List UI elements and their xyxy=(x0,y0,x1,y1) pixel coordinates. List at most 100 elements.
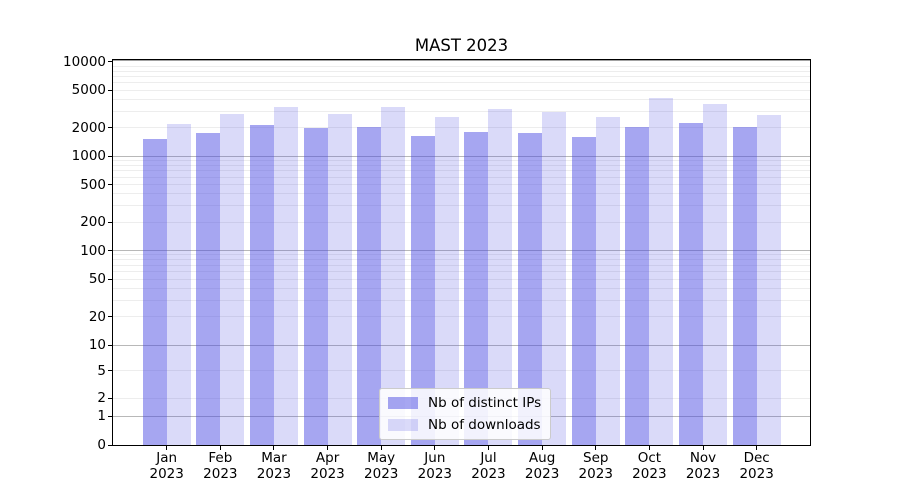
gridline-minor xyxy=(113,160,810,162)
y-tick-mark xyxy=(108,370,112,372)
legend-swatch xyxy=(388,397,418,409)
x-tick-label: Aug 2023 xyxy=(512,450,572,482)
gridline-minor xyxy=(113,60,810,61)
y-tick-mark xyxy=(108,316,112,318)
x-tick-mark xyxy=(166,446,168,450)
bar-distinct-ips xyxy=(196,132,221,445)
x-tick-mark xyxy=(648,446,650,450)
gridline-minor xyxy=(113,205,810,207)
gridline-minor xyxy=(113,259,810,261)
bar-distinct-ips xyxy=(571,136,596,445)
gridline-minor xyxy=(113,99,810,101)
x-tick-year: 2023 xyxy=(310,465,345,482)
gridline-minor xyxy=(113,299,810,301)
x-tick-month: Nov xyxy=(689,450,717,466)
legend-item-distinct-ips: Nb of distinct IPs xyxy=(388,394,541,412)
bar-downloads xyxy=(220,114,245,445)
gridline-minor xyxy=(113,89,810,91)
bar-distinct-ips xyxy=(303,128,328,445)
x-tick-month: Sep xyxy=(583,450,609,466)
legend-label: Nb of downloads xyxy=(428,417,541,433)
bar-downloads xyxy=(166,123,191,445)
x-tick-label: Sep 2023 xyxy=(566,450,626,482)
bar-downloads xyxy=(327,114,352,445)
chart-title: MAST 2023 xyxy=(414,36,509,55)
y-tick-mark xyxy=(108,89,112,91)
gridline-minor xyxy=(113,221,810,223)
y-tick-mark xyxy=(108,61,112,63)
y-tick-label: 500 xyxy=(80,176,106,193)
gridline-minor xyxy=(113,287,810,289)
x-tick-month: Oct xyxy=(637,450,662,466)
y-tick-label: 10 xyxy=(88,337,106,353)
y-tick-mark xyxy=(108,250,112,252)
y-tick-label: 100 xyxy=(80,242,106,259)
y-tick-mark xyxy=(108,397,112,399)
y-tick-label: 0 xyxy=(97,437,106,453)
x-tick-mark xyxy=(702,446,704,450)
gridline-minor xyxy=(113,60,810,61)
x-tick-mark xyxy=(434,446,436,450)
legend: Nb of distinct IPs Nb of downloads xyxy=(379,388,552,440)
x-tick-year: 2023 xyxy=(256,465,292,482)
x-tick-month: Dec xyxy=(743,450,770,466)
x-tick-year: 2023 xyxy=(417,465,453,482)
x-tick-month: Jul xyxy=(480,450,497,466)
x-tick-mark xyxy=(380,446,382,450)
gridline-major xyxy=(113,250,810,252)
x-tick-year: 2023 xyxy=(203,465,238,482)
gridline-minor xyxy=(113,110,810,112)
x-tick-label: Oct 2023 xyxy=(619,450,679,482)
bar-distinct-ips xyxy=(357,126,382,445)
plot-area xyxy=(112,59,811,446)
x-tick-mark xyxy=(541,446,543,450)
x-tick-label: Dec 2023 xyxy=(727,450,787,482)
gridline-minor xyxy=(113,60,810,61)
x-tick-year: 2023 xyxy=(739,465,774,482)
y-tick-mark xyxy=(108,415,112,417)
bar-distinct-ips xyxy=(732,127,757,445)
x-tick-mark xyxy=(595,446,597,450)
gridline-minor xyxy=(113,184,810,186)
x-tick-month: Aug xyxy=(528,450,556,466)
x-tick-label: Jul 2023 xyxy=(458,450,518,482)
x-tick-month: Jun xyxy=(424,450,446,466)
gridline-minor xyxy=(113,70,810,72)
x-tick-label: Nov 2023 xyxy=(673,450,733,482)
bar-distinct-ips xyxy=(249,124,274,445)
gridline-minor xyxy=(113,164,810,166)
y-tick-label: 20 xyxy=(88,308,106,325)
gridline-minor xyxy=(113,316,810,318)
gridline-major xyxy=(113,344,810,346)
y-tick-label: 50 xyxy=(88,271,106,288)
x-tick-label: Mar 2023 xyxy=(244,450,304,482)
gridline-minor xyxy=(113,264,810,266)
gridline-minor xyxy=(113,60,810,61)
x-tick-label: Feb 2023 xyxy=(190,450,250,482)
x-tick-mark xyxy=(756,446,758,450)
bar-downloads xyxy=(756,115,781,445)
legend-item-downloads: Nb of downloads xyxy=(388,416,541,434)
x-tick-month: May xyxy=(367,450,396,466)
x-tick-mark xyxy=(273,446,275,450)
x-tick-year: 2023 xyxy=(149,465,184,482)
x-tick-year: 2023 xyxy=(364,465,399,482)
x-tick-year: 2023 xyxy=(685,465,721,482)
gridline-minor xyxy=(113,271,810,273)
y-tick-label: 2 xyxy=(97,390,106,407)
gridline-minor xyxy=(113,82,810,84)
y-tick-mark xyxy=(108,155,112,157)
bar-downloads xyxy=(273,107,298,445)
gridline-minor xyxy=(113,60,810,61)
gridline-minor xyxy=(113,170,810,172)
y-tick-label: 10000 xyxy=(63,53,106,70)
x-tick-month: Apr xyxy=(315,450,340,466)
bar-distinct-ips xyxy=(679,122,703,445)
x-tick-month: Mar xyxy=(261,450,287,466)
bar-downloads xyxy=(703,103,727,445)
x-tick-label: May 2023 xyxy=(351,450,411,482)
gridline-minor xyxy=(113,193,810,195)
y-tick-mark xyxy=(108,278,112,280)
y-tick-mark xyxy=(108,127,112,129)
